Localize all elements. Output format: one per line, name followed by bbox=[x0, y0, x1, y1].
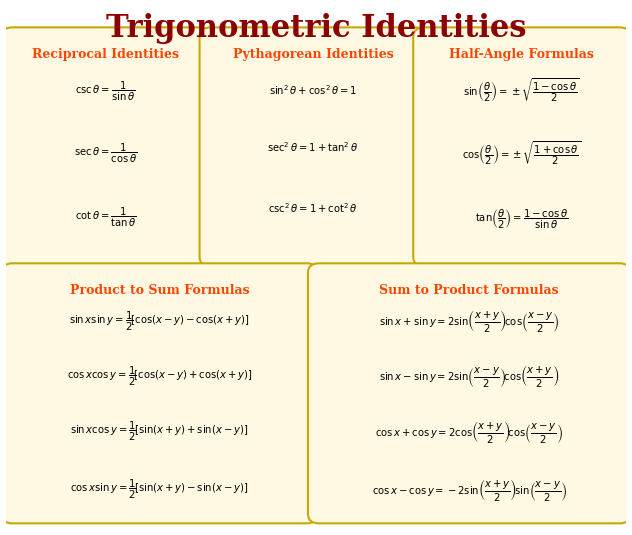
Text: Reciprocal Identities: Reciprocal Identities bbox=[32, 48, 179, 62]
Text: $\csc\theta = \dfrac{1}{\sin\theta}$: $\csc\theta = \dfrac{1}{\sin\theta}$ bbox=[75, 80, 135, 103]
FancyBboxPatch shape bbox=[1, 263, 318, 523]
Text: $\sin x + \sin y = 2\sin\!\left(\dfrac{x+y}{2}\right)\!\cos\!\left(\dfrac{x-y}{2: $\sin x + \sin y = 2\sin\!\left(\dfrac{x… bbox=[379, 308, 559, 334]
Text: $\sec\theta = \dfrac{1}{\cos\theta}$: $\sec\theta = \dfrac{1}{\cos\theta}$ bbox=[74, 142, 137, 165]
Text: Trigonometric Identities: Trigonometric Identities bbox=[106, 13, 526, 44]
Text: $\cos x\cos y = \dfrac{1}{2}\!\left[\cos(x-y) + \cos(x+y)\right]$: $\cos x\cos y = \dfrac{1}{2}\!\left[\cos… bbox=[67, 365, 252, 388]
FancyBboxPatch shape bbox=[413, 27, 631, 266]
Text: $\sin x - \sin y = 2\sin\!\left(\dfrac{x-y}{2}\right)\!\cos\!\left(\dfrac{x+y}{2: $\sin x - \sin y = 2\sin\!\left(\dfrac{x… bbox=[379, 363, 559, 389]
Text: $\cos x - \cos y = -2\sin\!\left(\dfrac{x+y}{2}\right)\!\sin\!\left(\dfrac{x-y}{: $\cos x - \cos y = -2\sin\!\left(\dfrac{… bbox=[372, 477, 567, 503]
Text: $\cos x\sin y = \dfrac{1}{2}\!\left[\sin(x+y) - \sin(x-y)\right]$: $\cos x\sin y = \dfrac{1}{2}\!\left[\sin… bbox=[71, 478, 249, 501]
Text: Sum to Product Formulas: Sum to Product Formulas bbox=[379, 284, 559, 297]
Text: Half-Angle Formulas: Half-Angle Formulas bbox=[449, 48, 594, 62]
Text: $\sin\!\left(\dfrac{\theta}{2}\right) = \pm\sqrt{\dfrac{1-\cos\theta}{2}}$: $\sin\!\left(\dfrac{\theta}{2}\right) = … bbox=[463, 76, 580, 104]
Text: $\csc^2\theta = 1 + \cot^2\theta$: $\csc^2\theta = 1 + \cot^2\theta$ bbox=[268, 202, 358, 216]
FancyBboxPatch shape bbox=[200, 27, 426, 266]
Text: $\cos\!\left(\dfrac{\theta}{2}\right) = \pm\sqrt{\dfrac{1+\cos\theta}{2}}$: $\cos\!\left(\dfrac{\theta}{2}\right) = … bbox=[462, 140, 581, 167]
Text: $\sin^2\theta + \cos^2\theta = 1$: $\sin^2\theta + \cos^2\theta = 1$ bbox=[269, 83, 357, 96]
FancyBboxPatch shape bbox=[1, 27, 209, 266]
Text: $\sin x\sin y = \dfrac{1}{2}\!\left[\cos(x-y) - \cos(x+y)\right]$: $\sin x\sin y = \dfrac{1}{2}\!\left[\cos… bbox=[70, 309, 250, 333]
FancyBboxPatch shape bbox=[308, 263, 631, 523]
Text: $\sin x\cos y = \dfrac{1}{2}\!\left[\sin(x+y) + \sin(x-y)\right]$: $\sin x\cos y = \dfrac{1}{2}\!\left[\sin… bbox=[71, 421, 249, 444]
Text: $\sec^2\theta = 1 + \tan^2\theta$: $\sec^2\theta = 1 + \tan^2\theta$ bbox=[267, 140, 358, 154]
Text: Pythagorean Identities: Pythagorean Identities bbox=[233, 48, 393, 62]
Text: $\cos x + \cos y = 2\cos\!\left(\dfrac{x+y}{2}\right)\!\cos\!\left(\dfrac{x-y}{2: $\cos x + \cos y = 2\cos\!\left(\dfrac{x… bbox=[375, 419, 563, 445]
Text: $\tan\!\left(\dfrac{\theta}{2}\right) = \dfrac{1-\cos\theta}{\sin\theta}$: $\tan\!\left(\dfrac{\theta}{2}\right) = … bbox=[475, 208, 569, 231]
Text: Product to Sum Formulas: Product to Sum Formulas bbox=[70, 284, 250, 297]
Text: $\cot\theta = \dfrac{1}{\tan\theta}$: $\cot\theta = \dfrac{1}{\tan\theta}$ bbox=[75, 206, 137, 229]
